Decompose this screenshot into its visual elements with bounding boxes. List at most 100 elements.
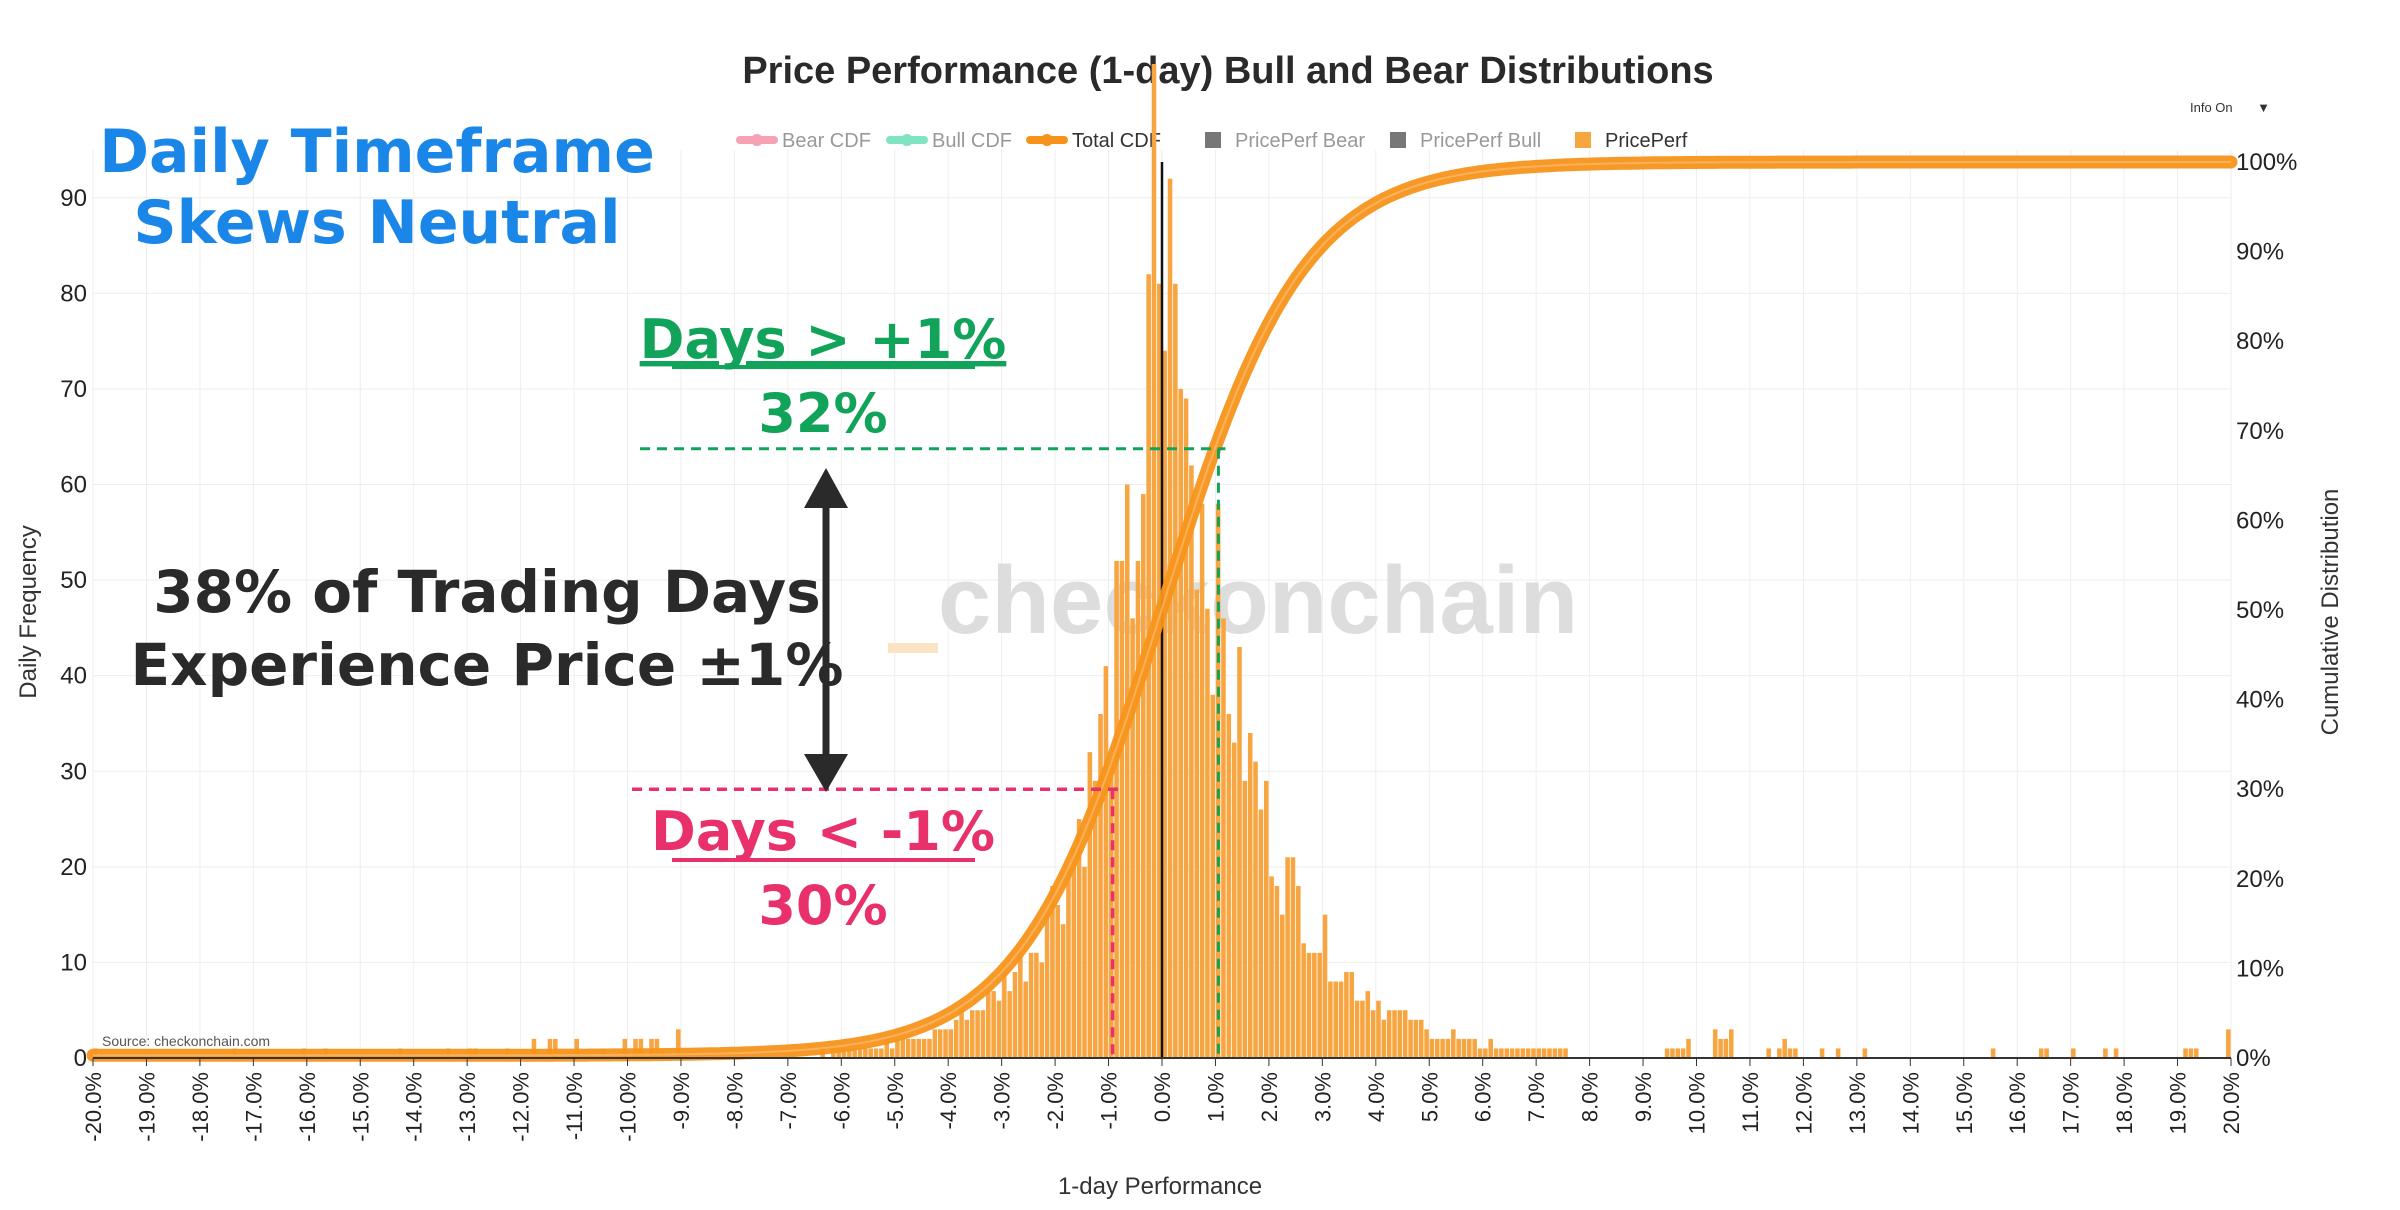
- y-tick-label: 30: [60, 758, 87, 785]
- legend-item-priceperf[interactable]: PricePerf: [1575, 130, 1688, 152]
- histogram-bar: [1467, 1038, 1472, 1058]
- histogram-bar: [1098, 713, 1103, 1058]
- histogram-bar: [927, 1038, 932, 1058]
- histogram-bar: [1279, 914, 1285, 1058]
- histogram-bar: [937, 1029, 943, 1058]
- info-toggle-label: Info On: [2190, 99, 2233, 115]
- histogram-bar: [975, 1010, 980, 1058]
- histogram-bar: [1819, 1048, 1825, 1058]
- histogram-bar: [1520, 1048, 1526, 1058]
- x-tick-label: 15.0%: [1952, 1072, 1977, 1134]
- histogram-bar: [1381, 1019, 1387, 1058]
- legend-item-total-cdf[interactable]: Total CDF: [1026, 130, 1161, 152]
- legend-swatch: [1205, 132, 1221, 148]
- histogram-bar: [1509, 1048, 1515, 1058]
- histogram-bar: [1835, 1048, 1841, 1058]
- legend-swatch-marker: [901, 134, 913, 146]
- legend-item-bull-cdf[interactable]: Bull CDF: [886, 130, 1012, 152]
- histogram-bar: [916, 1038, 922, 1058]
- histogram-bar: [1563, 1048, 1568, 1058]
- histogram-bar: [1397, 1010, 1403, 1058]
- histogram-bars: [93, 63, 2231, 1059]
- histogram-bar: [1296, 885, 1301, 1058]
- histogram-bar: [1718, 1038, 1723, 1058]
- total-cdf-highlight: [93, 161, 2231, 1057]
- histogram-bar: [1680, 1048, 1686, 1058]
- histogram-bar: [1461, 1038, 1467, 1058]
- histogram-bar: [1322, 914, 1328, 1058]
- histogram-bar: [1076, 819, 1082, 1058]
- histogram-bar: [1194, 589, 1200, 1058]
- histogram-bar: [1274, 885, 1280, 1058]
- info-toggle[interactable]: Info On ▼: [2190, 96, 2270, 118]
- histogram-bar: [1087, 752, 1093, 1058]
- y2-axis-title: Cumulative Distribution: [2317, 489, 2344, 736]
- histogram-bar: [1221, 618, 1226, 1058]
- histogram-bar: [1092, 780, 1098, 1058]
- y-tick-label: 90: [60, 185, 87, 212]
- histogram-bar: [1306, 952, 1312, 1058]
- legend-label: Bull CDF: [932, 130, 1012, 152]
- histogram-bar: [2038, 1048, 2044, 1058]
- histogram-bar: [1525, 1048, 1531, 1058]
- y-axis-title: Daily Frequency: [15, 525, 42, 698]
- histogram-bar: [1408, 1019, 1413, 1058]
- histogram-bar: [1044, 914, 1050, 1058]
- histogram-bar: [2183, 1048, 2188, 1058]
- histogram-bar: [986, 991, 991, 1058]
- histogram-bar: [1488, 1038, 1493, 1058]
- histogram-bar: [1312, 952, 1317, 1058]
- histogram-bar: [863, 1048, 868, 1058]
- histogram-bar: [1210, 694, 1216, 1058]
- x-tick-label: 9.0%: [1631, 1072, 1656, 1122]
- histogram-bar: [547, 1038, 553, 1058]
- histogram-bar: [1141, 494, 1146, 1058]
- histogram-bar: [1007, 991, 1012, 1058]
- x-tick-label: -6.0%: [829, 1072, 854, 1129]
- y2-tick-label: 20%: [2236, 866, 2284, 893]
- histogram-bar: [889, 1048, 895, 1058]
- histogram-bar: [2071, 1048, 2076, 1058]
- histogram-bar: [1370, 1010, 1376, 1058]
- chart-title: Price Performance (1-day) Bull and Bear …: [742, 50, 1713, 92]
- watermark-dash: [888, 643, 938, 653]
- histogram-bar: [1557, 1048, 1563, 1058]
- histogram-bar: [1440, 1038, 1445, 1058]
- up-annotation-label: Days > +1%: [640, 308, 1007, 371]
- y2-tick-label: 60%: [2236, 507, 2284, 534]
- histogram-bar: [1386, 1010, 1392, 1058]
- x-tick-label: -10.0%: [616, 1072, 641, 1142]
- histogram-bar: [1493, 1048, 1499, 1058]
- x-tick-label: 0.0%: [1150, 1072, 1175, 1122]
- y2-tick-label: 0%: [2236, 1045, 2271, 1072]
- histogram-bar: [1328, 981, 1333, 1058]
- histogram-bar: [1173, 283, 1178, 1058]
- legend-item-priceperf-bull[interactable]: PricePerf Bull: [1390, 130, 1541, 152]
- histogram-bar: [1451, 1029, 1456, 1058]
- up-annotation-value: 32%: [758, 382, 887, 445]
- x-tick-label: 18.0%: [2112, 1072, 2137, 1134]
- x-tick-label: -16.0%: [295, 1072, 320, 1142]
- histogram-bar: [1039, 962, 1045, 1058]
- histogram-bar: [1766, 1048, 1771, 1058]
- histogram-bar: [1782, 1038, 1787, 1058]
- histogram-bar: [1990, 1048, 1996, 1058]
- chevron-down-icon: ▼: [2257, 99, 2270, 115]
- x-tick-label: 3.0%: [1310, 1072, 1335, 1122]
- down-annotation-label: Days < -1%: [651, 800, 995, 863]
- histogram-bar: [1103, 666, 1109, 1058]
- histogram-bar: [905, 1038, 911, 1058]
- histogram-bar: [1365, 991, 1371, 1058]
- histogram-bar: [1130, 618, 1135, 1058]
- histogram-bar: [1515, 1048, 1520, 1058]
- y-tick-label: 10: [60, 949, 87, 976]
- y2-tick-label: 100%: [2236, 149, 2297, 176]
- y2-tick-label: 50%: [2236, 597, 2284, 624]
- x-tick-label: 8.0%: [1578, 1072, 1603, 1122]
- legend-item-priceperf-bear[interactable]: PricePerf Bear: [1205, 130, 1365, 152]
- histogram-bar: [1124, 484, 1130, 1058]
- legend-item-bear-cdf[interactable]: Bear CDF: [736, 130, 871, 152]
- histogram-bar: [980, 1010, 986, 1058]
